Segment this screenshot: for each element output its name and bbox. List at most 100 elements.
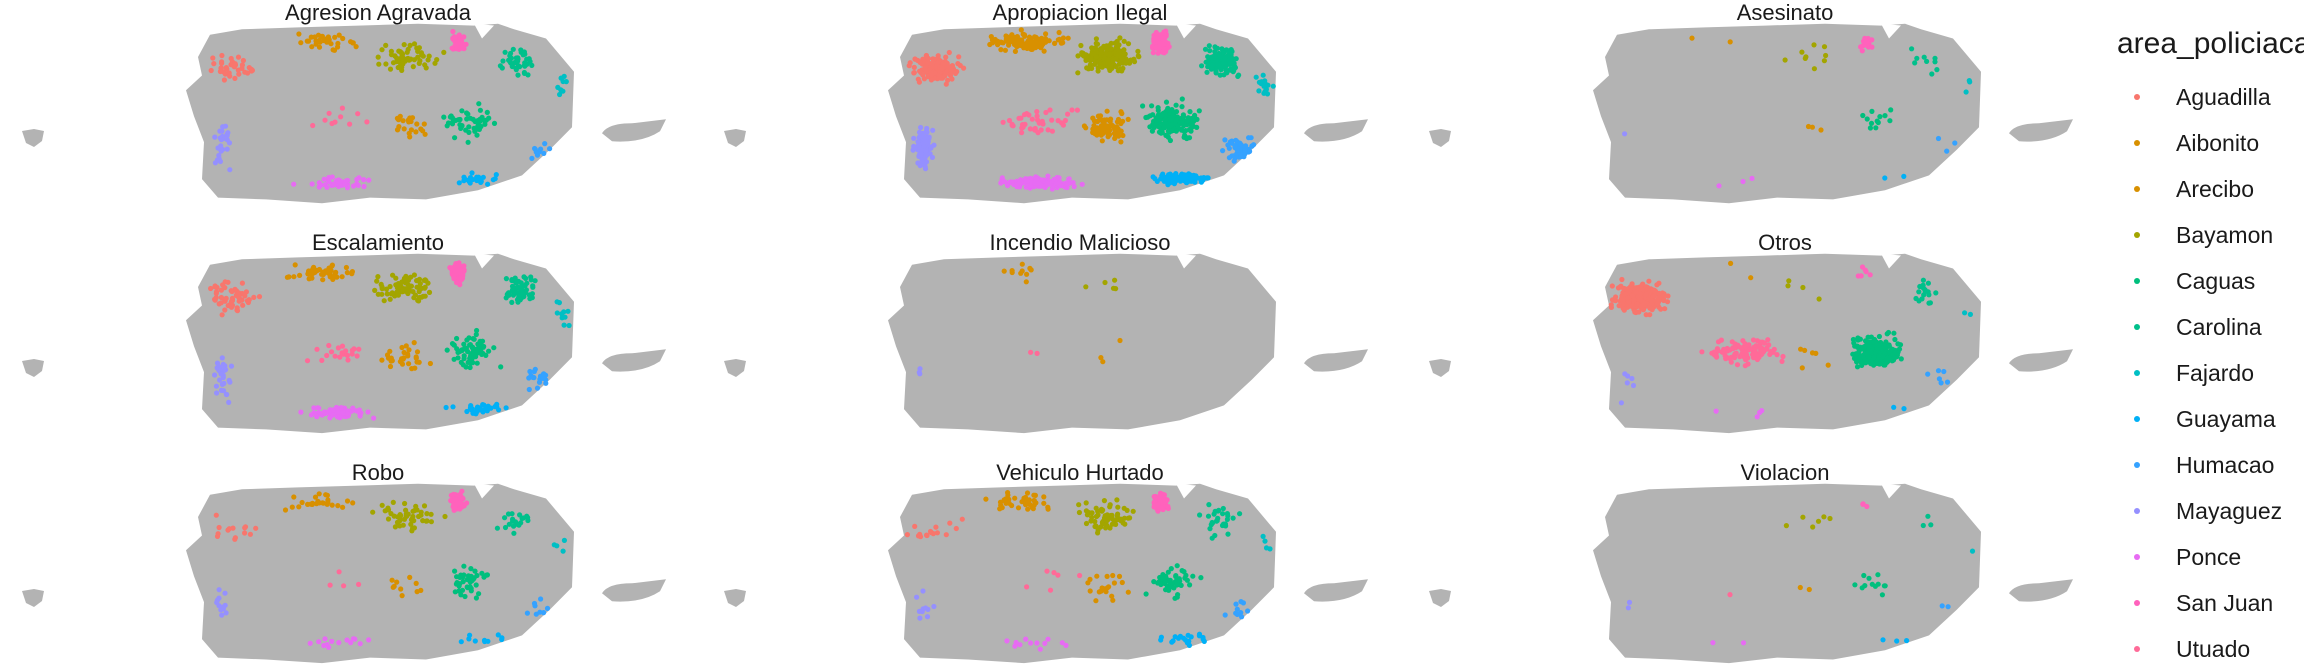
data-point: [1200, 634, 1206, 641]
data-point: [481, 574, 487, 580]
data-point: [1253, 74, 1259, 80]
data-point: [1800, 514, 1806, 520]
data-point: [922, 164, 928, 170]
data-point: [1887, 118, 1893, 124]
data-point: [406, 361, 412, 367]
data-point: [477, 118, 483, 124]
data-point: [247, 531, 253, 537]
data-point: [1059, 640, 1065, 646]
data-point: [1152, 497, 1158, 503]
data-point: [405, 353, 411, 359]
data-point: [1116, 573, 1123, 580]
data-point: [455, 355, 461, 361]
data-point: [1161, 46, 1167, 52]
data-point: [421, 277, 427, 283]
data-point: [543, 380, 549, 386]
data-point: [318, 33, 324, 40]
vieques-shape: [1304, 579, 1368, 602]
data-point: [332, 353, 338, 359]
data-point: [1213, 69, 1219, 75]
data-point: [1818, 127, 1824, 133]
data-point: [1125, 116, 1131, 122]
data-point: [1235, 73, 1241, 79]
data-point: [1935, 135, 1942, 142]
data-point: [445, 120, 452, 126]
data-point: [224, 146, 230, 152]
data-point: [455, 349, 461, 355]
data-point: [395, 64, 401, 71]
data-point: [1114, 497, 1120, 503]
data-point: [1728, 359, 1734, 365]
data-point: [1105, 130, 1111, 136]
data-point: [213, 290, 219, 296]
data-point: [1860, 346, 1866, 352]
data-point: [1752, 349, 1758, 355]
data-point: [1017, 42, 1024, 49]
data-point: [389, 290, 395, 296]
data-point: [1797, 584, 1803, 591]
data-point: [401, 355, 407, 361]
data-point: [1267, 546, 1273, 552]
data-point: [315, 498, 321, 504]
data-point: [226, 140, 233, 146]
data-point: [1620, 305, 1626, 311]
data-point: [356, 346, 362, 352]
data-point: [1967, 311, 1973, 317]
data-point: [458, 572, 464, 578]
data-point: [1749, 175, 1755, 181]
data-point: [1782, 57, 1788, 63]
data-point: [1149, 103, 1155, 109]
island-shape: [1593, 23, 1981, 204]
data-point: [412, 507, 418, 513]
data-point: [1194, 124, 1200, 130]
legend: area_policiaca Aguadilla Aibonito Arecibo B…: [2105, 24, 2304, 672]
data-point: [502, 524, 509, 531]
facet-panel: Incendio Malicioso: [724, 230, 1368, 434]
data-point: [1168, 566, 1174, 572]
data-point: [1186, 171, 1192, 177]
data-point: [505, 511, 512, 517]
data-point: [515, 56, 521, 62]
data-point: [338, 114, 344, 120]
data-point: [1110, 572, 1116, 579]
data-point: [510, 46, 516, 52]
data-point: [451, 356, 457, 362]
data-point: [220, 606, 226, 612]
data-point: [232, 535, 238, 541]
data-point: [350, 636, 356, 642]
data-point: [1108, 46, 1114, 52]
data-point: [249, 67, 255, 73]
data-point: [341, 583, 347, 589]
data-point: [1012, 48, 1019, 55]
data-point: [309, 268, 315, 274]
data-point: [1854, 357, 1860, 363]
data-point: [500, 58, 506, 64]
data-point: [476, 101, 482, 107]
data-point: [1035, 130, 1041, 136]
data-point: [228, 55, 234, 62]
data-point: [1238, 610, 1244, 616]
data-point: [339, 274, 345, 280]
data-point: [410, 64, 416, 70]
data-point: [1140, 103, 1146, 109]
data-point: [456, 32, 462, 38]
facet-panel: Escalamiento: [22, 230, 666, 434]
data-point: [316, 44, 323, 50]
data-point: [1798, 346, 1804, 352]
data-point: [322, 117, 328, 123]
data-point: [461, 42, 467, 49]
facet-title: Apropiacion Ilegal: [993, 0, 1168, 25]
data-point: [538, 596, 544, 602]
island-shape: [186, 483, 574, 664]
legend-label: Mayaguez: [2176, 497, 2283, 524]
data-point: [412, 365, 418, 371]
data-point: [1627, 288, 1633, 294]
data-point: [1737, 354, 1743, 360]
data-point: [1018, 270, 1024, 276]
data-point: [1205, 513, 1212, 519]
data-point: [224, 66, 230, 72]
data-point: [304, 38, 310, 44]
data-point: [917, 68, 923, 74]
facet-title: Otros: [1758, 230, 1812, 255]
data-point: [216, 587, 222, 593]
